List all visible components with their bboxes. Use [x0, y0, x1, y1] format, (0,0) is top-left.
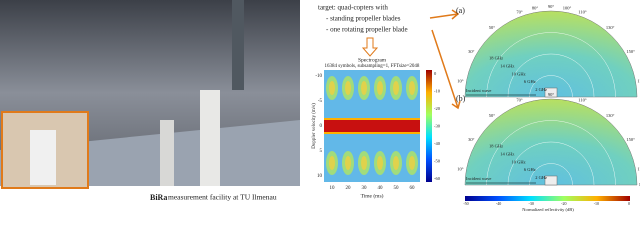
angle-label: 90° [548, 4, 555, 9]
incident-label: Incident wave [466, 88, 491, 93]
angle-label: 50° [489, 25, 496, 30]
angle-label: 130° [606, 25, 615, 30]
angle-label: 30° [468, 137, 475, 142]
polar-colorbar-tick: 0 [628, 201, 630, 206]
angle-label: 100° [563, 5, 572, 10]
angle-label: 170° [637, 78, 640, 83]
spec-blob [345, 81, 351, 95]
arrow [429, 9, 460, 20]
angle-label: 10° [457, 166, 464, 171]
spec-blob [377, 156, 383, 170]
spec-blob [393, 81, 399, 95]
angle-label: 110° [578, 97, 587, 102]
panel-label: (b) [456, 94, 466, 103]
angle-label: 150° [626, 49, 635, 54]
x-label: Time (ms) [361, 192, 384, 199]
spec-blob [361, 156, 367, 170]
polar-ring [529, 75, 573, 98]
spec-blob [345, 156, 351, 170]
freq-label: 18 GHz [489, 56, 503, 61]
polar-colorbar-tick: -20 [561, 201, 566, 206]
colorbar-tick-label: -10 [434, 89, 441, 94]
polar-plots: (a) 10° 30° 50° 70° 80° 90° 100° 110° 130° 150° 170… [456, 4, 640, 187]
photo [0, 0, 300, 189]
colorbar-tick-label: -20 [434, 106, 441, 111]
target-line: - one rotating propeller blade [326, 26, 408, 34]
x-tick-label: 30 [362, 186, 368, 191]
freq-label: 2 GHz [535, 87, 547, 92]
angle-label: 90° [548, 92, 555, 97]
freq-label: 10 GHz [512, 159, 526, 164]
angle-label: 50° [489, 113, 496, 118]
x-tick-label: 20 [346, 186, 352, 191]
polar-colorbar-tick: -10 [594, 201, 599, 206]
freq-label: 6 GHz [524, 79, 536, 84]
colorbar-tick-label: -60 [434, 176, 441, 181]
spec-blob [329, 156, 335, 170]
y-tick-label: 5 [320, 149, 323, 154]
colorbar-tick-label: -50 [434, 159, 441, 164]
target-icon [544, 175, 558, 186]
freq-label: 10 GHz [512, 71, 526, 76]
polar-colorbar [465, 196, 630, 201]
figure: BiRa measurement facility at TU Ilmenau … [0, 0, 640, 212]
freq-label: 14 GHz [500, 63, 514, 68]
y-tick-label: 10 [317, 174, 323, 179]
angle-label: 180° [639, 182, 640, 187]
colorbar-tick-label: -40 [434, 141, 441, 146]
angle-label: 70° [516, 9, 523, 14]
target-line: target: quad-copters with [318, 4, 388, 12]
target-line: - standing propeller blades [326, 15, 401, 23]
spec-blob [393, 156, 399, 170]
arrow [431, 29, 461, 110]
caption: measurement facility at TU Ilmenau [168, 193, 277, 202]
spec-blob [409, 156, 415, 170]
target-icon [544, 87, 558, 98]
panel-label: (a) [456, 6, 465, 15]
freq-label: 2 GHz [535, 175, 547, 180]
polar-colorbar-label: Normalized reflectivity (dB) [522, 207, 574, 212]
angle-label: 80° [532, 5, 539, 10]
y-tick-label: -10 [315, 74, 322, 79]
polar-colorbar-tick: -30 [529, 201, 534, 206]
colorbar-tick-label: -30 [434, 124, 441, 129]
x-tick-label: 10 [330, 186, 336, 191]
x-tick-label: 40 [378, 186, 384, 191]
spectrogram [324, 70, 420, 182]
colorbar [426, 70, 432, 182]
x-tick-label: 60 [410, 186, 416, 191]
colorbar-tick-label: 0 [434, 71, 437, 76]
freq-label: 14 GHz [500, 151, 514, 156]
angle-label: 30° [468, 49, 475, 54]
arrow [361, 37, 379, 57]
polar-colorbar-tick: -40 [496, 201, 501, 206]
polar-ring [529, 163, 573, 186]
x-tick-label: 50 [394, 186, 400, 191]
y-tick-label: -5 [318, 99, 323, 104]
incident-label: Incident wave [466, 176, 491, 181]
polar-colorbar-tick: -50 [463, 201, 468, 206]
angle-label: 110° [578, 9, 587, 14]
spec-subtitle: 16384 symbols, subsampling=1, FFTsize=20… [325, 64, 420, 69]
freq-label: 6 GHz [524, 167, 536, 172]
spec-blob [409, 81, 415, 95]
freq-label: 18 GHz [489, 144, 503, 149]
caption-bold: BiRa [150, 193, 167, 202]
y-tick-label: 0 [320, 124, 323, 129]
y-label: Doppler velocity (m/s) [312, 103, 317, 149]
angle-label: 70° [516, 97, 523, 102]
spec-blob [329, 81, 335, 95]
spec-title: Spectrogram [358, 57, 387, 63]
spec-blob [377, 81, 383, 95]
angle-label: 170° [637, 166, 640, 171]
angle-label: 10° [457, 78, 464, 83]
spec-blob [361, 81, 367, 95]
angle-label: 150° [626, 137, 635, 142]
angle-label: 130° [606, 113, 615, 118]
